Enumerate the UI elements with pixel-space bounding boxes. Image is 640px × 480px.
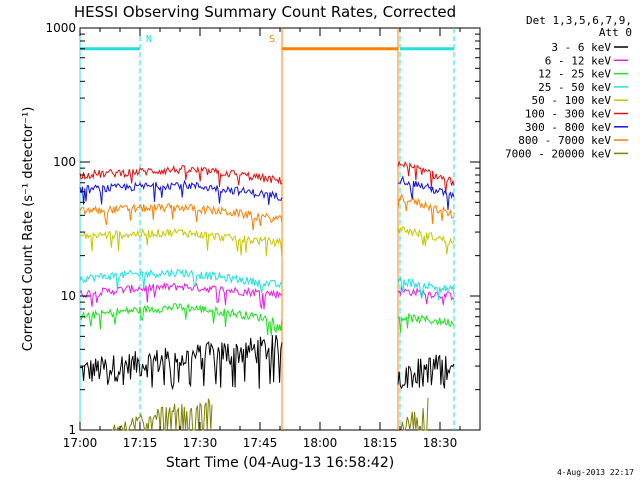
chart-title: HESSI Observing Summary Count Rates, Cor… <box>74 3 456 21</box>
series-line <box>397 276 455 301</box>
y-tick-label: 100 <box>53 155 76 169</box>
legend-entry-label: 300 - 800 keV <box>525 121 611 134</box>
x-tick-label: 17:00 <box>63 436 98 450</box>
y-tick-label: 1 <box>68 423 76 437</box>
legend-entry-label: 6 - 12 keV <box>545 54 612 67</box>
series-line <box>397 285 455 306</box>
x-tick-label: 17:30 <box>183 436 218 450</box>
series-line <box>79 268 283 293</box>
series-line <box>112 398 213 432</box>
x-tick-label: 18:30 <box>423 436 458 450</box>
series-line <box>79 202 283 231</box>
x-tick-label: 17:15 <box>123 436 158 450</box>
series-line <box>79 302 283 336</box>
flag-label: S <box>269 34 275 45</box>
x-tick-label: 18:00 <box>303 436 338 450</box>
series-line <box>397 175 455 211</box>
legend-entry-label: 25 - 50 keV <box>538 81 611 94</box>
legend-header: Att 0 <box>599 26 632 39</box>
timestamp: 4-Aug-2013 22:17 <box>557 468 634 477</box>
legend-entry-label: 50 - 100 keV <box>532 94 612 107</box>
series-line <box>397 193 455 224</box>
series-line <box>79 227 283 259</box>
x-axis-label: Start Time (04-Aug-13 16:58:42) <box>166 455 394 471</box>
series-line <box>79 164 283 187</box>
series-line <box>79 281 283 310</box>
y-tick-label: 1000 <box>45 21 76 35</box>
legend-entry-label: 3 - 6 keV <box>551 41 611 54</box>
legend-entry-label: 7000 - 20000 keV <box>505 147 611 160</box>
series-line <box>397 160 455 195</box>
series-line <box>399 397 429 431</box>
y-tick-label: 10 <box>61 289 76 303</box>
series-line <box>397 354 455 390</box>
series-line <box>397 312 455 333</box>
legend-entry-label: 12 - 25 keV <box>538 68 611 81</box>
axes: 17:00 17:15 17:30 17:45 18:00 18:15 18:30 1 10 10… <box>45 21 481 450</box>
series-line <box>79 334 283 391</box>
x-tick-label: 17:45 <box>243 436 278 450</box>
y-axis-label: Corrected Count Rate (s⁻¹ detector⁻¹) <box>21 107 36 352</box>
legend-header: Det 1,3,5,6,7,9, <box>526 14 632 27</box>
x-tick-label: 18:15 <box>363 436 398 450</box>
flag-label: N <box>146 34 152 45</box>
legend-entry-label: 800 - 7000 keV <box>518 134 611 147</box>
legend-entry-label: 100 - 300 keV <box>525 108 611 121</box>
series-line <box>79 179 283 205</box>
series-line <box>397 226 455 255</box>
series-group <box>79 160 455 432</box>
